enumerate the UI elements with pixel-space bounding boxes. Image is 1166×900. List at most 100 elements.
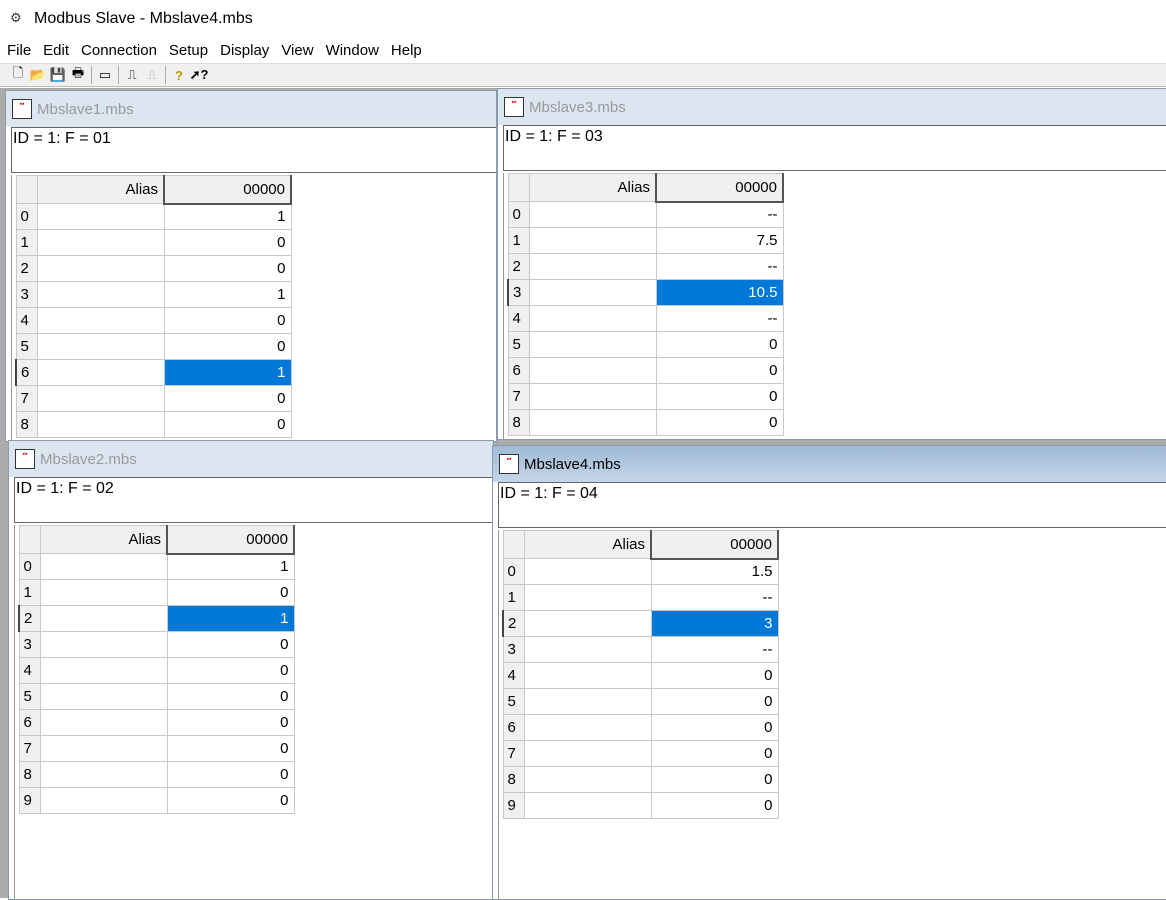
child-window-mbslave4[interactable]: ▪▪ Mbslave4.mbs ID = 1: F = 04 Alias 00000 0 1… <box>492 445 1166 900</box>
alias-header[interactable]: Alias <box>528 173 657 202</box>
alias-header[interactable]: Alias <box>36 175 165 204</box>
new-icon[interactable]: 🗋 <box>12 65 24 80</box>
value-cell[interactable]: 0 <box>650 740 779 767</box>
value-cell[interactable]: 0 <box>655 409 784 436</box>
value-cell[interactable]: -- <box>655 201 784 228</box>
value-cell[interactable]: 0 <box>650 714 779 741</box>
alias-cell[interactable] <box>528 357 657 384</box>
value-cell[interactable]: 1 <box>163 281 292 308</box>
alias-cell[interactable] <box>523 714 652 741</box>
alias-cell[interactable] <box>39 787 168 814</box>
alias-cell[interactable] <box>523 662 652 689</box>
menu-file[interactable]: File <box>7 41 32 59</box>
menu-window[interactable]: Window <box>325 41 379 59</box>
value-cell[interactable]: 10.5 <box>655 279 784 306</box>
alias-cell[interactable] <box>39 761 168 788</box>
alias-cell[interactable] <box>523 584 652 611</box>
value-cell[interactable]: 0 <box>163 411 292 438</box>
alias-cell[interactable] <box>528 227 657 254</box>
value-cell[interactable]: 0 <box>163 255 292 282</box>
value-cell[interactable]: 1 <box>163 203 292 230</box>
alias-cell[interactable] <box>39 553 168 580</box>
value-cell[interactable]: 1 <box>166 553 295 580</box>
disconnect-icon[interactable]: ⎍ <box>147 67 157 82</box>
window-title-bar[interactable]: ▪▪ Mbslave3.mbs <box>498 89 1166 125</box>
value-cell[interactable]: 0 <box>166 657 295 684</box>
alias-cell[interactable] <box>523 688 652 715</box>
alias-cell[interactable] <box>523 636 652 663</box>
menu-setup[interactable]: Setup <box>168 41 209 59</box>
alias-cell[interactable] <box>523 792 652 819</box>
value-cell[interactable]: 0 <box>163 307 292 334</box>
alias-cell[interactable] <box>528 279 657 306</box>
alias-cell[interactable] <box>528 409 657 436</box>
menu-edit[interactable]: Edit <box>43 41 70 59</box>
value-cell[interactable]: 0 <box>650 766 779 793</box>
alias-cell[interactable] <box>528 201 657 228</box>
alias-cell[interactable] <box>39 735 168 762</box>
help-icon[interactable]: ? <box>175 67 183 83</box>
menu-help[interactable]: Help <box>390 41 422 59</box>
alias-cell[interactable] <box>36 307 165 334</box>
value-cell[interactable]: 1 <box>166 605 295 632</box>
connect-icon[interactable]: ⎍ <box>127 67 137 82</box>
value-cell[interactable]: 0 <box>166 735 295 762</box>
window-title-bar[interactable]: ▪▪ Mbslave4.mbs <box>493 446 1166 482</box>
value-cell[interactable]: 0 <box>166 761 295 788</box>
value-cell[interactable]: 1.5 <box>650 558 779 585</box>
alias-cell[interactable] <box>523 558 652 585</box>
value-cell[interactable]: 0 <box>163 229 292 256</box>
window-icon[interactable]: ▭ <box>98 67 112 82</box>
alias-header[interactable]: Alias <box>39 525 168 554</box>
value-cell[interactable]: 0 <box>166 579 295 606</box>
alias-cell[interactable] <box>36 203 165 230</box>
print-icon[interactable]: 🖶 <box>71 65 85 80</box>
value-cell[interactable]: 0 <box>650 792 779 819</box>
alias-cell[interactable] <box>39 683 168 710</box>
alias-cell[interactable] <box>36 385 165 412</box>
alias-cell[interactable] <box>523 766 652 793</box>
menu-connection[interactable]: Connection <box>81 41 157 59</box>
value-cell[interactable]: 0 <box>166 683 295 710</box>
window-title-bar[interactable]: ▪▪ Mbslave2.mbs <box>9 441 493 477</box>
value-cell[interactable]: -- <box>650 584 779 611</box>
child-window-mbslave3[interactable]: ▪▪ Mbslave3.mbs ID = 1: F = 03 Alias 00000 0-… <box>497 88 1166 440</box>
alias-cell[interactable] <box>36 229 165 256</box>
child-window-mbslave2[interactable]: ▪▪ Mbslave2.mbs ID = 1: F = 02 Alias 00000 0 1… <box>8 440 494 900</box>
menu-display[interactable]: Display <box>220 41 270 59</box>
value-cell[interactable]: 0 <box>163 333 292 360</box>
value-cell[interactable]: 0 <box>650 662 779 689</box>
alias-cell[interactable] <box>39 709 168 736</box>
value-cell[interactable]: 7.5 <box>655 227 784 254</box>
alias-cell[interactable] <box>528 331 657 358</box>
alias-cell[interactable] <box>36 333 165 360</box>
address-header[interactable]: 00000 <box>655 173 784 203</box>
value-cell[interactable]: 0 <box>655 331 784 358</box>
alias-cell[interactable] <box>39 579 168 606</box>
value-cell[interactable]: 0 <box>655 383 784 410</box>
alias-cell[interactable] <box>528 305 657 332</box>
open-icon[interactable]: 📂 <box>29 67 47 82</box>
address-header[interactable]: 00000 <box>163 175 292 205</box>
value-cell[interactable]: 0 <box>166 631 295 658</box>
alias-cell[interactable] <box>36 411 165 438</box>
alias-cell[interactable] <box>528 253 657 280</box>
alias-cell[interactable] <box>39 605 168 632</box>
alias-cell[interactable] <box>523 740 652 767</box>
value-cell[interactable]: 1 <box>163 359 292 386</box>
address-header[interactable]: 00000 <box>166 525 295 555</box>
value-cell[interactable]: -- <box>655 253 784 280</box>
child-window-mbslave1[interactable]: ▪▪ Mbslave1.mbs ID = 1: F = 01 Alias 00000 0 1… <box>5 90 497 442</box>
save-icon[interactable]: 💾 <box>49 67 67 82</box>
value-cell[interactable]: 0 <box>650 688 779 715</box>
value-cell[interactable]: 0 <box>166 787 295 814</box>
alias-cell[interactable] <box>36 359 165 386</box>
alias-header[interactable]: Alias <box>523 530 652 559</box>
address-header[interactable]: 00000 <box>650 530 779 560</box>
context-help-icon[interactable]: ➚? <box>189 67 209 82</box>
value-cell[interactable]: 0 <box>655 357 784 384</box>
value-cell[interactable]: -- <box>655 305 784 332</box>
value-cell[interactable]: 3 <box>650 610 779 637</box>
value-cell[interactable]: 0 <box>163 385 292 412</box>
alias-cell[interactable] <box>523 610 652 637</box>
